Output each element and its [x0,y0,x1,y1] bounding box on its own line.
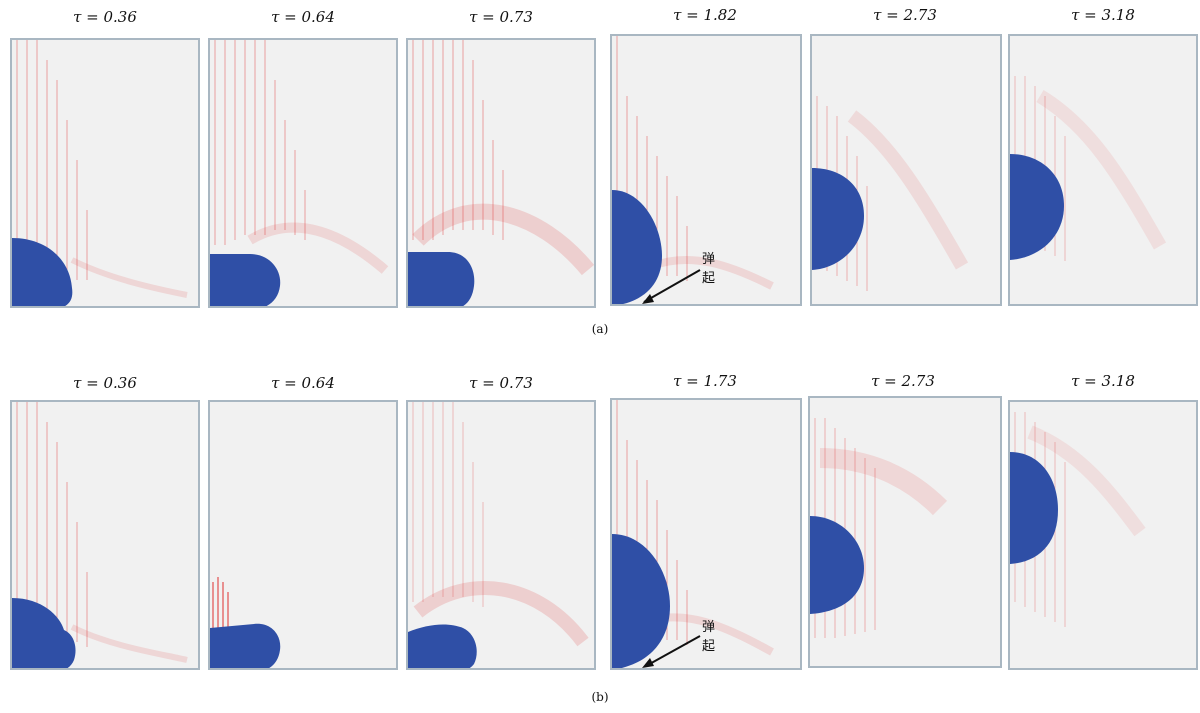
velocity-field [408,40,594,306]
droplet [210,623,281,668]
vector-streaks [413,581,589,647]
simulation-panel [808,396,1002,668]
velocity-field [612,36,774,304]
velocity-field [408,402,589,668]
simulation-panel [610,34,802,306]
velocity-field [210,40,389,306]
vector-streaks [1036,89,1167,250]
tau-label: τ = 3.18 [1071,6,1135,24]
simulation-panel [208,38,398,308]
tau-label: τ = 2.73 [871,372,935,390]
vector-streaks [412,402,484,607]
tau-label: τ = 2.73 [873,6,937,24]
velocity-field [1010,412,1146,627]
simulation-panel [610,398,802,670]
vector-streaks [16,40,88,300]
tau-label: τ = 0.73 [469,8,533,26]
tau-label: τ = 0.36 [73,8,137,26]
droplet [12,238,73,306]
vector-streaks [212,577,229,642]
simulation-panel [406,400,596,670]
velocity-field [812,96,969,291]
velocity-field [12,402,188,668]
velocity-field [810,418,948,638]
vector-streaks [412,40,504,240]
vector-streaks [70,257,188,298]
tau-label: τ = 1.73 [673,372,737,390]
tau-label: τ = 0.64 [271,8,335,26]
droplet [1010,452,1058,564]
vector-streaks [819,448,948,516]
simulation-panel [810,34,1002,306]
droplet [408,252,475,306]
vector-streaks [70,624,188,663]
droplet [612,190,662,304]
arrow-head [642,294,654,304]
rebound-annotation: 弹起 [702,620,716,654]
rebound-annotation: 弹起 [702,252,716,286]
vector-streaks [247,222,389,274]
simulation-panel [208,400,398,670]
droplet [810,516,864,614]
subfigure-label-a: (a) [591,322,609,336]
droplet [210,254,281,306]
subfigure-label-b: (b) [591,690,609,704]
vector-streaks [412,203,594,276]
droplet [1010,154,1064,260]
arrow-head [642,658,654,668]
tau-label: τ = 0.64 [271,374,335,392]
vector-streaks [650,255,774,290]
tau-label: τ = 0.73 [469,374,533,392]
droplet [408,624,477,668]
simulation-panel [1008,34,1198,306]
velocity-field [12,40,188,306]
simulation-panel [406,38,596,308]
simulation-panel [10,400,200,670]
pointer-arrow [645,635,701,667]
vector-streaks [214,40,306,245]
vector-streaks [1027,425,1146,537]
simulation-panel [1008,400,1198,670]
droplet [612,534,670,668]
tau-label: τ = 0.36 [73,374,137,392]
velocity-field [1010,76,1167,261]
droplet [812,168,864,270]
droplet [12,598,76,668]
pointer-arrow [643,269,701,303]
simulation-panel [10,38,200,308]
vector-streaks [847,110,969,270]
vector-streaks [16,402,88,662]
tau-label: τ = 1.82 [673,6,737,24]
velocity-field [210,577,281,668]
tau-label: τ = 3.18 [1071,372,1135,390]
velocity-field [612,400,774,668]
